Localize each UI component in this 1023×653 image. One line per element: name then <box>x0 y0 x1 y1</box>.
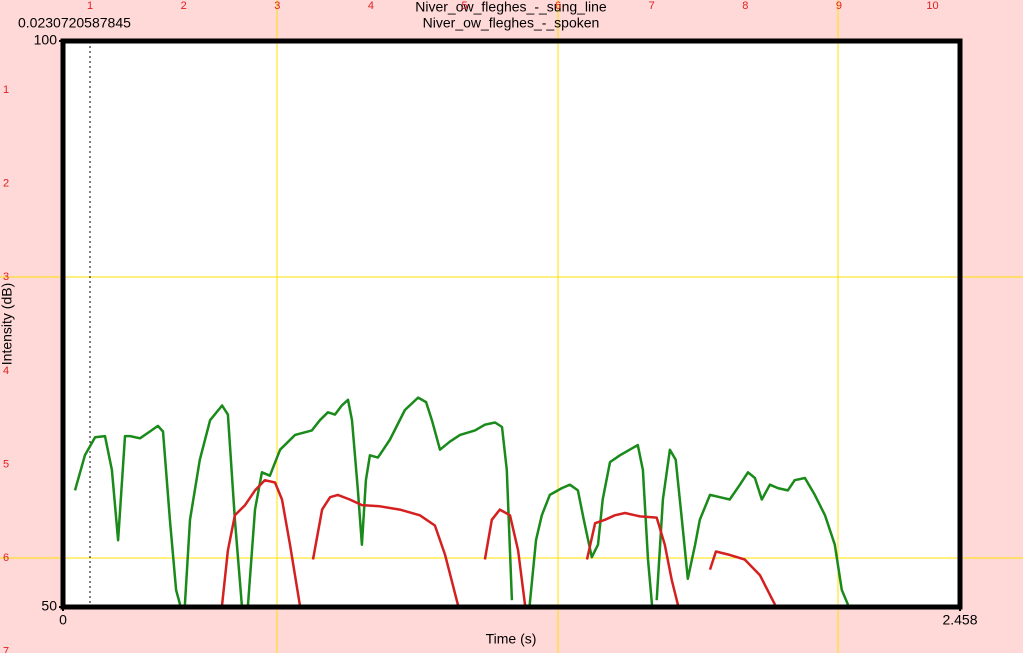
intensity-curve <box>73 396 850 606</box>
y-tick-label: 50 <box>41 598 57 614</box>
ruler-label: 7 <box>649 0 655 12</box>
ruler-label: 7 <box>3 646 9 653</box>
ruler-label: 9 <box>836 0 842 12</box>
ruler-label: 1 <box>3 84 9 96</box>
ruler-label: 5 <box>461 0 467 12</box>
ruler-label: 5 <box>3 458 9 470</box>
intensity-curve <box>220 478 777 606</box>
y-axis-label: Intensity (dB) <box>0 283 15 365</box>
ruler-label: 2 <box>3 178 9 190</box>
ruler-label: 1 <box>87 0 93 12</box>
series-title: Niver_ow_fleghes_-_spoken <box>423 15 600 31</box>
ruler-label: 4 <box>368 0 374 12</box>
ruler-label: 6 <box>3 552 9 564</box>
plot-frame <box>60 38 963 610</box>
ruler-label: 8 <box>742 0 748 12</box>
ruler-label: 4 <box>3 365 9 377</box>
series-title: Niver_ow_fleghes_-_sung_line <box>415 0 607 15</box>
x-tick-label: 0 <box>59 612 67 628</box>
annotation: 0.0230720587845 <box>18 15 131 31</box>
ruler-label: 3 <box>274 0 280 12</box>
ruler-label: 6 <box>555 0 561 12</box>
plot-area <box>63 41 960 607</box>
y-tick-label: 100 <box>34 32 58 48</box>
x-tick-label: 2.458 <box>942 612 977 628</box>
ruler-label: 3 <box>3 271 9 283</box>
x-axis-label: Time (s) <box>486 631 537 647</box>
ruler-label: 10 <box>926 0 938 12</box>
ruler-label: 2 <box>181 0 187 12</box>
